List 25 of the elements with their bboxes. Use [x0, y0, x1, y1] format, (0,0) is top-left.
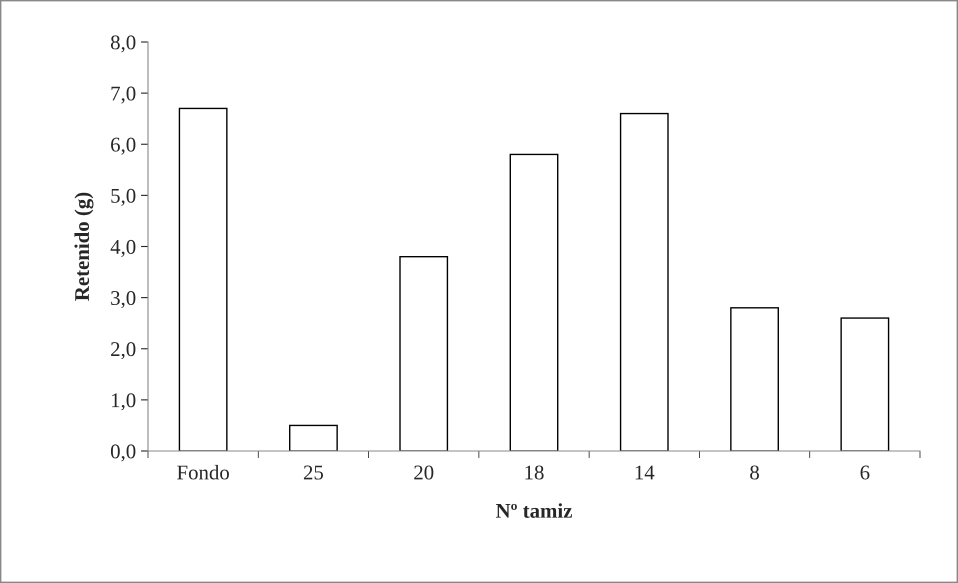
x-tick-label: Fondo — [177, 464, 229, 480]
bar — [289, 424, 338, 451]
x-tick-label: 20 — [414, 465, 434, 480]
x-tick-label: 18 — [525, 465, 544, 480]
x-tick-label: 14 — [636, 466, 654, 480]
x-tick-label: 8 — [750, 465, 759, 480]
bar — [399, 256, 448, 451]
x-tick-label: 25 — [304, 466, 324, 480]
bar — [840, 317, 890, 451]
y-tick-label: 7,0 — [112, 86, 136, 104]
y-axis-title: Retenido (g) — [74, 192, 94, 301]
bar — [730, 307, 779, 451]
y-tick-label: 2,0 — [111, 342, 136, 360]
y-tick-label: 8,0 — [110, 35, 136, 52]
y-tick-label: 0,0 — [110, 444, 136, 462]
bar — [620, 112, 669, 451]
bar — [510, 154, 558, 451]
y-tick-label: 6,0 — [111, 138, 136, 155]
y-tick-label: 1,0 — [112, 393, 136, 410]
y-tick-label: 5,0 — [111, 188, 136, 206]
y-tick-label: 3,0 — [111, 291, 136, 308]
x-tick-label: 6 — [860, 466, 870, 480]
bar — [178, 108, 228, 451]
y-tick-label: 4,0 — [110, 240, 136, 257]
x-axis-title: Nº tamiz — [496, 503, 572, 518]
